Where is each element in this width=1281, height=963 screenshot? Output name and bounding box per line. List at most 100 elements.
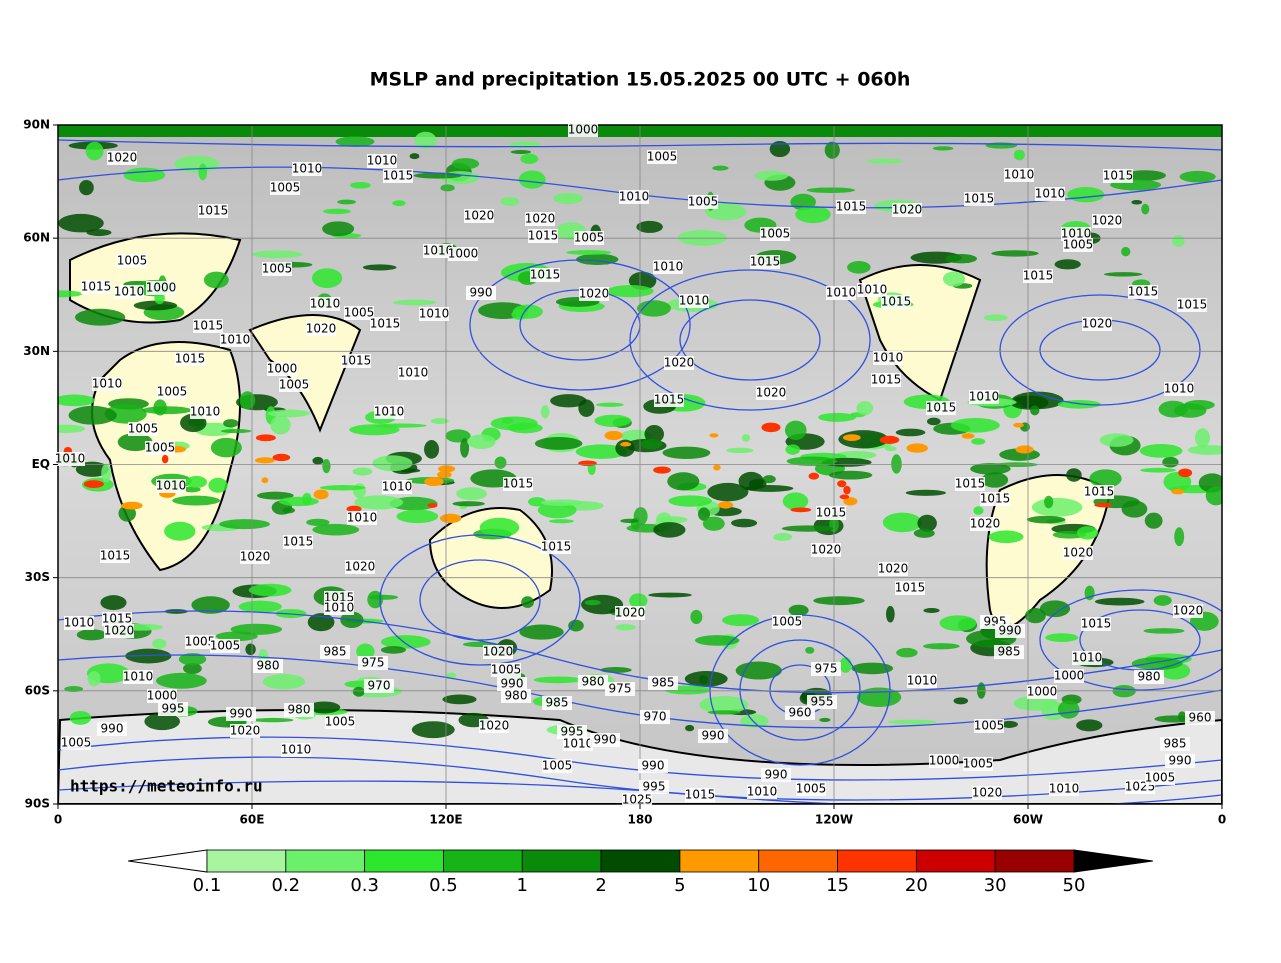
heavy-rain — [424, 477, 444, 487]
heavy-rain — [578, 460, 597, 467]
rain-patch — [922, 643, 960, 650]
watermark: https://meteoinfo.ru — [70, 777, 263, 796]
rain-patch — [950, 418, 1000, 433]
rain-patch — [1121, 246, 1131, 257]
isobar-label-bg — [1004, 168, 1034, 182]
rain-patch — [527, 497, 546, 507]
rain-patch — [352, 686, 365, 697]
rain-patch — [1144, 512, 1163, 529]
isobar-label: 990 — [594, 733, 617, 747]
isobar-label-bg — [756, 386, 786, 400]
isobar-label: 1015 — [81, 280, 112, 294]
rain-patch — [615, 624, 636, 631]
isobar-label: 1020 — [483, 645, 514, 659]
isobar-label: 1015 — [654, 393, 685, 407]
rain-patch — [460, 438, 470, 458]
rain-patch — [245, 643, 256, 656]
rain-patch — [887, 719, 937, 725]
heavy-rain — [272, 453, 291, 462]
rain-patch — [440, 184, 455, 192]
rain-patch — [1024, 608, 1046, 624]
colorbar-label: 50 — [1063, 875, 1086, 896]
rain-patch — [722, 614, 760, 627]
isobar-label: 1015 — [530, 268, 561, 282]
lon-label: 180 — [627, 813, 652, 827]
rain-patch — [430, 417, 449, 424]
colorbar-bin — [364, 849, 444, 873]
isobar-label: 1020 — [756, 386, 787, 400]
isobar-label: 1005 — [974, 719, 1005, 733]
isobar-label: 990 — [642, 759, 665, 773]
isobar-label-bg — [685, 788, 715, 802]
heavy-rain — [437, 471, 452, 479]
rain-patch — [142, 406, 192, 415]
isobar-label: 980 — [257, 659, 280, 673]
isobar-label-bg — [292, 162, 322, 176]
isobar-label: 985 — [546, 696, 569, 710]
heavy-rain — [709, 433, 719, 438]
isobar-label: 1010 — [382, 480, 413, 494]
rain-patch — [566, 250, 612, 255]
heavy-rain — [604, 430, 623, 441]
isobar-label: 1020 — [664, 356, 695, 370]
isobar-label: 1015 — [383, 169, 414, 183]
isobar-label-bg — [579, 287, 609, 301]
isobar-label: 1005 — [325, 715, 356, 729]
rain-patch — [1010, 395, 1049, 410]
rain-patch — [568, 619, 584, 632]
rain-patch — [923, 607, 940, 614]
isobar-label: 960 — [1189, 711, 1212, 725]
isobar-label-bg — [878, 562, 908, 576]
isobar-label-bg — [210, 639, 240, 653]
rain-patch — [1031, 497, 1083, 517]
heavy-rain — [906, 443, 928, 453]
isobar-label: 1020 — [306, 322, 337, 336]
isobar-label-bg — [383, 169, 413, 183]
isobar-label: 1000 — [1027, 685, 1058, 699]
isobar-label: 985 — [324, 645, 347, 659]
rain-patch — [981, 472, 1009, 488]
isobar-label: 1010 — [1072, 651, 1103, 665]
rain-patch — [548, 519, 575, 524]
rain-patch — [312, 523, 360, 536]
rain-patch — [795, 205, 831, 224]
isobar-label: 1010 — [1049, 782, 1080, 796]
rain-patch — [1140, 467, 1176, 473]
rain-patch — [537, 501, 577, 519]
lon-label: 60E — [240, 813, 265, 827]
heavy-rain — [713, 464, 721, 471]
rain-patch — [1076, 526, 1099, 540]
rain-patch — [210, 437, 242, 458]
heavy-rain — [653, 466, 671, 474]
isobar-label: 1015 — [1023, 269, 1054, 283]
rain-patch — [1044, 495, 1054, 509]
colorbar-label: 0.3 — [350, 875, 379, 896]
isobar-label: 1010 — [826, 286, 857, 300]
rain-patch — [350, 181, 371, 189]
isobar-label: 990 — [1169, 754, 1192, 768]
rain-patch — [256, 491, 294, 500]
heavy-rain — [255, 434, 276, 442]
rain-patch — [575, 444, 628, 459]
colorbar-bin — [285, 849, 366, 873]
rain-patch — [932, 146, 954, 151]
isobar-label-bg — [97, 722, 127, 736]
isobar-label-bg — [542, 759, 572, 773]
isobar-label: 975 — [362, 656, 385, 670]
rain-patch — [198, 163, 208, 181]
rain-patch — [540, 499, 583, 506]
isobar-label-bg — [128, 422, 158, 436]
heavy-rain — [83, 480, 104, 489]
rain-patch — [1153, 595, 1172, 606]
isobar-label-bg — [1160, 737, 1190, 751]
rain-patch — [69, 710, 92, 725]
isobar-label-bg — [145, 441, 175, 455]
isobar-label: 1005 — [491, 663, 522, 677]
isobar-label: 1010 — [419, 307, 450, 321]
colorbar-label: 30 — [984, 875, 1007, 896]
rain-patch — [1143, 628, 1185, 634]
rain-patch — [540, 405, 550, 419]
isobar-label-bg — [1027, 685, 1057, 699]
rain-patch — [1013, 149, 1025, 161]
rain-patch — [144, 712, 181, 731]
